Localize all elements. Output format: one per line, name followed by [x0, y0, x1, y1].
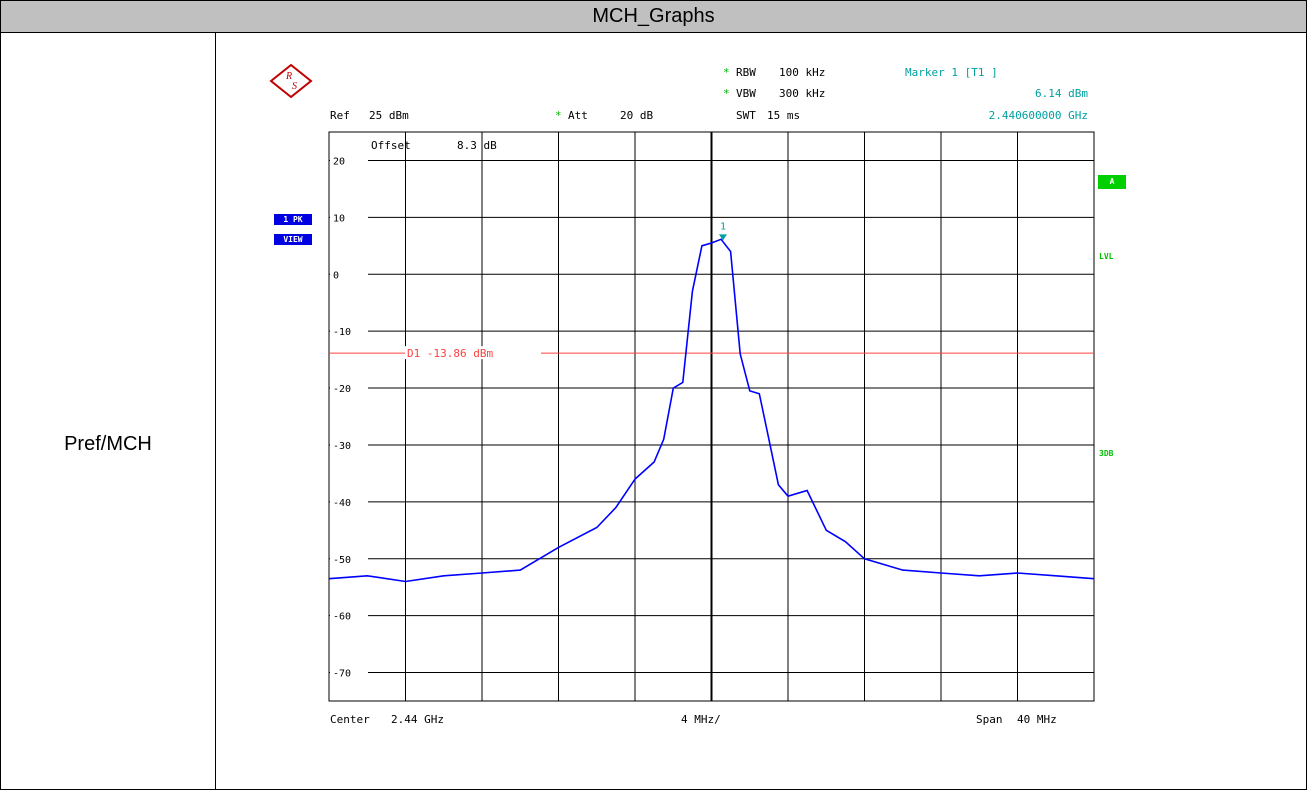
- y-tick-label: 10: [333, 213, 345, 224]
- rbw-value: 100 kHz: [779, 66, 825, 79]
- y-tick-bg: [330, 495, 368, 508]
- y-tick-bg: [330, 325, 368, 338]
- y-tick-bg: [330, 552, 368, 565]
- y-tick-bg: [330, 666, 368, 679]
- trace: [328, 238, 1095, 583]
- trace-badge-view: VIEW: [274, 234, 312, 245]
- grid: [328, 131, 1095, 702]
- marker-number: 1: [720, 221, 726, 232]
- y-tick-label: -20: [333, 384, 351, 395]
- marker-title: Marker 1 [T1 ]: [905, 66, 998, 79]
- badge-a: A: [1098, 175, 1126, 189]
- center-value: 2.44 GHz: [391, 713, 444, 726]
- rbw-label: RBW: [736, 66, 756, 79]
- ref-label: Ref: [330, 109, 350, 122]
- y-tick-label: -10: [333, 327, 351, 338]
- trace-badge-pk: 1 PK: [274, 214, 312, 225]
- row-label-cell: Pref/MCH: [1, 33, 216, 789]
- rs-logo-icon: R S: [269, 63, 313, 99]
- y-tick-label: -60: [333, 612, 351, 623]
- center-label: Center: [330, 713, 370, 726]
- y-tick-bg: [330, 154, 368, 167]
- y-tick-label: -40: [333, 498, 351, 509]
- display-line-label-bg: [405, 346, 541, 360]
- y-tick-label: -70: [333, 669, 351, 680]
- span-value: 40 MHz: [1017, 713, 1057, 726]
- y-tick-bg: [330, 609, 368, 622]
- marker-level: 6.14 dBm: [1035, 87, 1088, 100]
- y-tick-bg: [330, 438, 368, 451]
- y-tick-bg: [330, 211, 368, 224]
- swt-label: SWT: [736, 109, 756, 122]
- ref-value: 25 dBm: [369, 109, 409, 122]
- svg-text:R: R: [285, 71, 292, 82]
- swt-value: 15 ms: [767, 109, 800, 122]
- vbw-value: 300 kHz: [779, 87, 825, 100]
- y-tick-bg: [330, 382, 368, 395]
- rbw-star: *: [723, 66, 730, 79]
- offset-label: Offset: [371, 139, 411, 152]
- span-label: Span: [976, 713, 1003, 726]
- marker-freq: 2.440600000 GHz: [989, 109, 1088, 122]
- div-label: 4 MHz/: [681, 713, 721, 726]
- marker: 1: [718, 221, 727, 241]
- display-line-label: D1 -13.86 dBm: [407, 347, 493, 360]
- vbw-label: VBW: [736, 87, 756, 100]
- display-line: D1 -13.86 dBm: [329, 346, 1094, 360]
- marker-triangle-icon: [718, 234, 727, 241]
- table-title: MCH_Graphs: [1, 1, 1306, 33]
- y-tick-label: -30: [333, 441, 351, 452]
- att-star: *: [555, 109, 562, 122]
- y-tick-labels: 20 10 0 -10 -20 -30 -40 -50 -60 -70: [330, 154, 368, 680]
- att-label: Att: [568, 109, 588, 122]
- y-tick-label: -50: [333, 555, 351, 566]
- y-tick-label: 20: [333, 156, 345, 167]
- row-label: Pref/MCH: [64, 433, 152, 455]
- badge-3db: 3DB: [1099, 449, 1114, 458]
- offset-value: 8.3 dB: [457, 139, 497, 152]
- trace-line: [328, 238, 1095, 583]
- badge-lvl: LVL: [1099, 252, 1114, 261]
- att-value: 20 dB: [620, 109, 653, 122]
- y-tick-bg: [330, 268, 368, 281]
- y-tick-label: 0: [333, 270, 339, 281]
- svg-text:S: S: [292, 81, 297, 92]
- vbw-star: *: [723, 87, 730, 100]
